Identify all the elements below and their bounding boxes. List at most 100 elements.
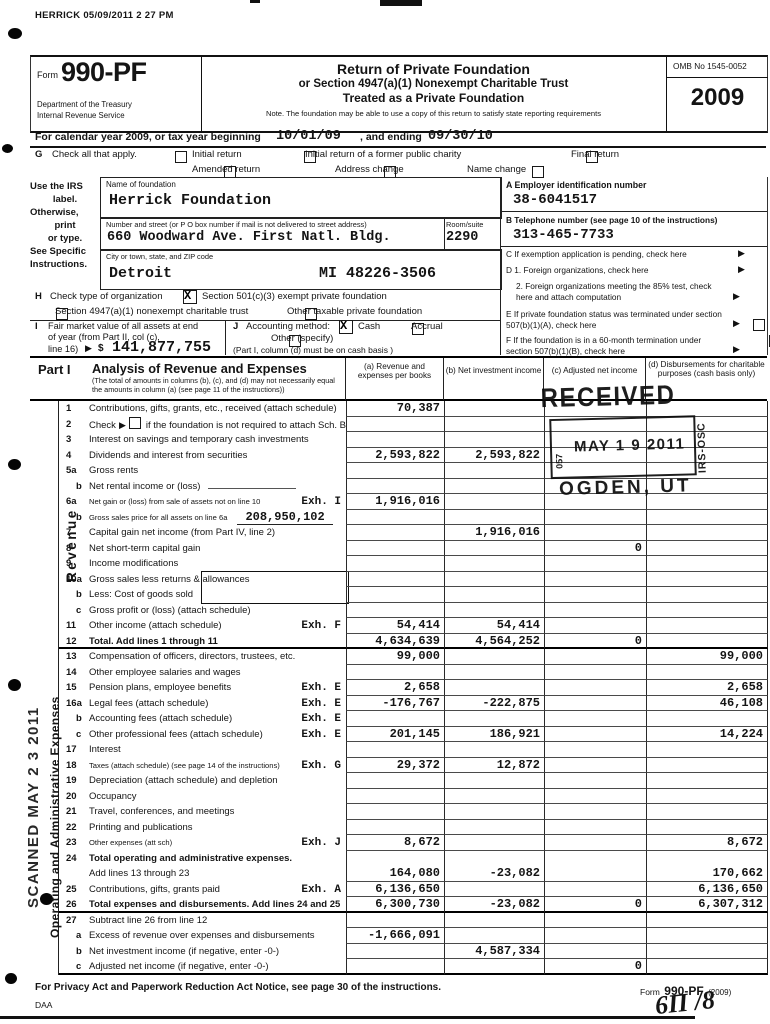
calendar-middle: , and ending [360, 131, 422, 143]
part1-row-line-20: 20 Occupancy [59, 788, 768, 804]
line-number: 2 [66, 418, 72, 430]
part1-row-line-b: b Net rental income or (loss) [59, 478, 768, 494]
method-other-checkbox[interactable] [288, 335, 301, 347]
line-label: Gross profit or (loss) (attach schedule) [89, 603, 346, 619]
initial-return-checkbox[interactable] [175, 151, 187, 163]
part1-row-line-21: 21 Travel, conferences, and meetings [59, 804, 768, 820]
amount-col-c [544, 788, 646, 804]
arrow-icon: ▶ [733, 344, 740, 354]
final-return-checkbox[interactable] [585, 151, 598, 163]
amount-col-d [646, 509, 768, 525]
part1-row-line-16a: 16a Legal fees (attach schedule) Exh. E -17… [59, 695, 768, 711]
method-cash-label: Cash [358, 321, 381, 332]
street-field-box: Number and street (or P O box number if … [100, 217, 445, 251]
amount-col-b: -23,082 [444, 897, 544, 913]
form-header-box: Form 990-PF Department of the Treasury I… [30, 55, 768, 133]
amount-col-b [444, 509, 544, 525]
line-number: 13 [66, 651, 77, 662]
footer-form-label: Form [640, 987, 660, 997]
method-cash-checkbox[interactable]: X [339, 319, 353, 334]
line-label-prefix: Check [89, 419, 116, 431]
exhibit-reference: Exh. I [301, 496, 341, 508]
line-label-text: Gross sales less returns & allowances [89, 573, 250, 585]
line-label: Total expenses and disbursements. Add li… [89, 897, 346, 913]
schb-not-required-checkbox[interactable] [128, 416, 141, 429]
line-label: Travel, conferences, and meetings [89, 804, 346, 820]
part1-heading-note: (The total of amounts in columns (b), (c… [92, 376, 335, 394]
line-label: Accounting fees (attach schedule) Exh. E [89, 711, 346, 727]
irs-label-line: Instructions. [30, 259, 88, 270]
line-label: Interest [89, 742, 346, 758]
amount-col-d: 6,307,312 [646, 897, 768, 913]
part1-row-line-b: b Gross sales price for all assets on lin… [59, 509, 768, 526]
j-text: Accounting method: [246, 321, 330, 332]
g-section: G Check all that apply. Initial return I… [30, 147, 766, 178]
amount-col-d [646, 819, 768, 835]
j-label: J [233, 321, 239, 332]
amount-col-a: 6,136,650 [346, 881, 444, 897]
header-note: Note. The foundation may be able to use … [265, 109, 601, 118]
line-label-text: Net rental income or (loss) [89, 480, 201, 492]
line-label-text: Taxes (attach schedule) (see page 14 of … [89, 760, 280, 770]
org-type-other-taxable-checkbox[interactable] [304, 308, 317, 320]
line-label: Contributions, gifts, grants paid Exh. A [89, 882, 346, 898]
foreign-85-test-text: 2. Foreign organizations meeting the 85%… [516, 281, 712, 302]
part1-heading: Analysis of Revenue and Expenses [92, 361, 307, 376]
amount-col-a [346, 525, 444, 541]
arrow-icon: ▶ [733, 291, 740, 301]
amount-col-c [544, 804, 646, 820]
line-label-text: Net investment income (if negative, ente… [89, 945, 280, 957]
name-field-box: Name of foundation Herrick Foundation [100, 177, 502, 219]
amount-col-a: 201,145 [346, 726, 444, 742]
amount-col-c [544, 618, 646, 634]
amount-col-b [444, 664, 544, 680]
daa-label: DAA [35, 1000, 53, 1010]
exemption-pending-checkbox[interactable] [753, 319, 765, 331]
org-type-501c3-checkbox[interactable]: X [183, 289, 197, 304]
line-number: 17 [66, 744, 77, 755]
part1-header: Part I Analysis of Revenue and Expenses … [30, 356, 767, 401]
amount-col-b: 54,414 [444, 618, 544, 634]
amount-col-c [544, 866, 646, 882]
amount-col-a [346, 540, 444, 556]
line-label-text: Interest on savings and temporary cash i… [89, 434, 309, 445]
stamp-right-code: IRS-OSC [695, 422, 709, 474]
line-label: Gross sales price for all assets on line… [89, 509, 346, 526]
line-label-text: Capital gain net income (from Part IV, l… [89, 527, 276, 538]
org-type-4947-checkbox[interactable] [56, 308, 69, 320]
part1-row-line-14: 14 Other employee salaries and wages [59, 664, 768, 680]
method-accrual-checkbox[interactable] [412, 323, 425, 335]
h-section: H Check type of organization X Section 5… [30, 289, 500, 321]
line-label-text: Excess of revenue over expenses and disb… [89, 930, 315, 941]
amount-col-c [544, 463, 646, 479]
line-label-text: Adjusted net income (if negative, enter … [89, 961, 269, 972]
line-label-text: Net gain or (loss) from sale of assets n… [89, 497, 261, 506]
arrow-icon: ▶ [738, 248, 745, 258]
line-number: 6a [66, 496, 77, 507]
amount-col-a [346, 587, 444, 603]
amount-col-a [346, 912, 444, 928]
amount-col-a [346, 804, 444, 820]
i-line1: Fair market value of all assets at end [48, 321, 199, 331]
amount-col-c: 0 [544, 959, 646, 975]
column-header-c: (c) Adjusted net income [543, 358, 645, 400]
line-label-text: Interest [89, 744, 121, 755]
amount-col-d [646, 664, 768, 680]
initial-former-charity-checkbox[interactable] [304, 151, 317, 163]
amount-col-c [544, 447, 646, 463]
amount-col-a: 99,000 [346, 649, 444, 665]
amount-col-b: 1,916,016 [444, 525, 544, 541]
name-field-label: Name of foundation [106, 180, 176, 189]
amount-col-a [346, 602, 444, 618]
name-change-checkbox[interactable] [532, 166, 545, 178]
line-label-text: if the foundation is not required to att… [145, 419, 347, 431]
line-label: Income modifications [89, 556, 346, 572]
status-terminated-text: E If private foundation status was termi… [506, 309, 722, 330]
scan-dot [5, 973, 17, 984]
i-line2: of year (from Part II, col (c), [48, 332, 160, 342]
line-number: 16a [66, 697, 82, 709]
amount-col-a [346, 959, 444, 975]
amount-col-b [444, 680, 544, 696]
phone-value: 313-465-7733 [501, 225, 767, 247]
part1-row-line-cont: Add lines 13 through 23 164,080 -23,082 170… [59, 866, 768, 882]
